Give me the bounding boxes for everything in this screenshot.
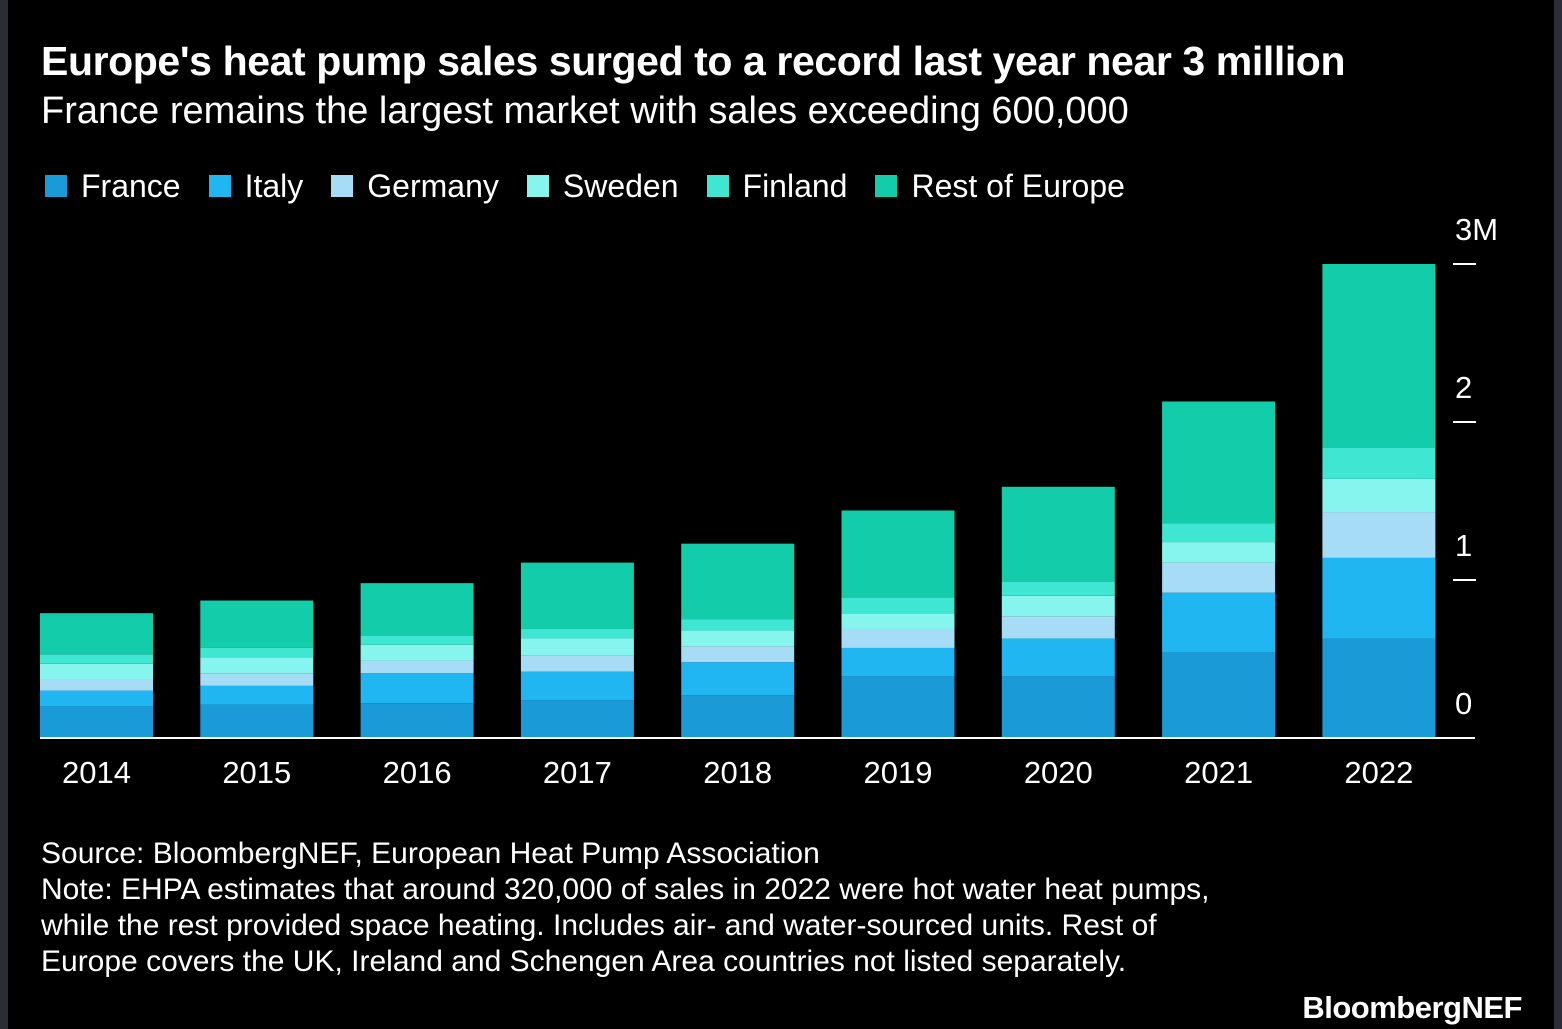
legend-swatch [331, 175, 354, 197]
bar-segment [200, 600, 314, 648]
legend-item: Finland [706, 167, 848, 205]
x-tick-label: 2017 [543, 755, 612, 790]
bar-segment [1322, 638, 1436, 738]
y-tick-label: 3M [1455, 212, 1498, 247]
bar-segment [681, 619, 795, 631]
bar-segment [1162, 652, 1276, 738]
bar-segment [200, 657, 314, 674]
bar-segment [360, 635, 474, 645]
legend-swatch [526, 175, 549, 197]
legend-swatch [208, 175, 231, 197]
legend-label: Germany [367, 167, 499, 204]
legend-item: Italy [208, 167, 304, 205]
x-tick-label: 2015 [222, 755, 291, 790]
stacked-bar-chart: 2014 2015 2016 2017 2018 2019 2020 2021 2022 0 1 2 3… [40, 212, 1498, 790]
legend-item: Germany [331, 168, 499, 205]
bar-segment [1322, 264, 1436, 448]
bar-segment [520, 671, 634, 701]
chart-title: Europe's heat pump sales surged to a rec… [41, 38, 1346, 84]
bar-segment [841, 647, 955, 677]
bar-segment [1001, 616, 1115, 639]
bar-segment [360, 644, 474, 661]
bar-segment [360, 583, 474, 636]
bar-segment [681, 646, 795, 663]
bar-segment [1001, 638, 1115, 677]
bar-segment [1162, 401, 1276, 524]
bar-segment [1162, 592, 1276, 653]
note-text: Note: EHPA estimates that around 320,000… [41, 873, 1210, 978]
bar-segment [681, 662, 795, 696]
x-tick-label: 2016 [383, 755, 452, 790]
bar-segment [1162, 562, 1276, 593]
legend-item: France [45, 168, 181, 205]
bar-segment [40, 679, 153, 691]
bar-segment [1322, 447, 1436, 479]
bar-segment [360, 703, 474, 738]
y-tick-label: 2 [1455, 370, 1472, 405]
x-tick-label: 2021 [1184, 755, 1253, 790]
x-tick-label: 2019 [864, 755, 933, 790]
bar-segment [1322, 557, 1436, 639]
legend-label: Finland [742, 167, 848, 204]
bar-segment [1162, 523, 1276, 543]
bar-segment [520, 700, 634, 738]
bar-segment [360, 673, 474, 704]
bar-segment [1001, 676, 1115, 738]
bar-segment [1001, 486, 1115, 582]
legend-label: France [81, 167, 181, 204]
legend-label: Sweden [562, 167, 679, 204]
bar-segment [40, 654, 153, 664]
bar-segment [841, 510, 955, 598]
brand-logo: BloombergNEF [1302, 990, 1522, 1025]
source-text: Source: BloombergNEF, European Heat Pump… [41, 837, 820, 870]
bar-segment [40, 613, 153, 655]
bar-segment [841, 597, 955, 614]
bar-segment [200, 673, 314, 686]
legend-item: Rest of Europe [875, 167, 1125, 205]
legend-label: Rest of Europe [911, 167, 1125, 204]
bar-segment [1001, 595, 1115, 617]
legend-swatch [45, 175, 67, 197]
chart-subtitle: France remains the largest market with s… [41, 90, 1129, 132]
bar-segment [681, 543, 795, 620]
bar-segment [520, 638, 634, 656]
x-tick-label: 2018 [703, 755, 772, 790]
bar-segment [40, 690, 153, 707]
bar-segment [1322, 478, 1436, 513]
legend-label: Italy [244, 167, 304, 204]
chart-legend: France Italy Germany Sweden Finland Rest of E… [45, 166, 1153, 206]
bar-segment [520, 655, 634, 672]
bar-segment [841, 628, 955, 648]
bar-segment [40, 706, 153, 738]
y-tick-label: 0 [1455, 686, 1472, 721]
bar-segment [841, 676, 955, 738]
x-tick-label: 2020 [1024, 755, 1093, 790]
x-tick-label: 2014 [62, 755, 131, 790]
bar-segment [520, 628, 634, 639]
bar-segment [1162, 542, 1276, 563]
right-edge-strip [1554, 0, 1562, 1029]
bar-segment [681, 695, 795, 738]
bar-segment [200, 685, 314, 705]
legend-item: Sweden [526, 167, 679, 205]
chart-footnote: Source: BloombergNEF, European Heat Pump… [41, 836, 1261, 980]
bar-segment [1322, 512, 1436, 558]
bar-segment [841, 613, 955, 629]
left-edge-strip [0, 0, 8, 1029]
bar-segment [200, 647, 314, 658]
legend-swatch [706, 175, 729, 197]
x-tick-label: 2022 [1344, 755, 1413, 790]
bar-segment [200, 704, 314, 738]
bar-segment [520, 562, 634, 629]
bar-segment [360, 660, 474, 674]
legend-swatch [875, 175, 898, 197]
bar-segment [1001, 581, 1115, 596]
y-tick-label: 1 [1455, 528, 1472, 563]
bar-segment [681, 630, 795, 647]
bar-segment [40, 663, 153, 680]
